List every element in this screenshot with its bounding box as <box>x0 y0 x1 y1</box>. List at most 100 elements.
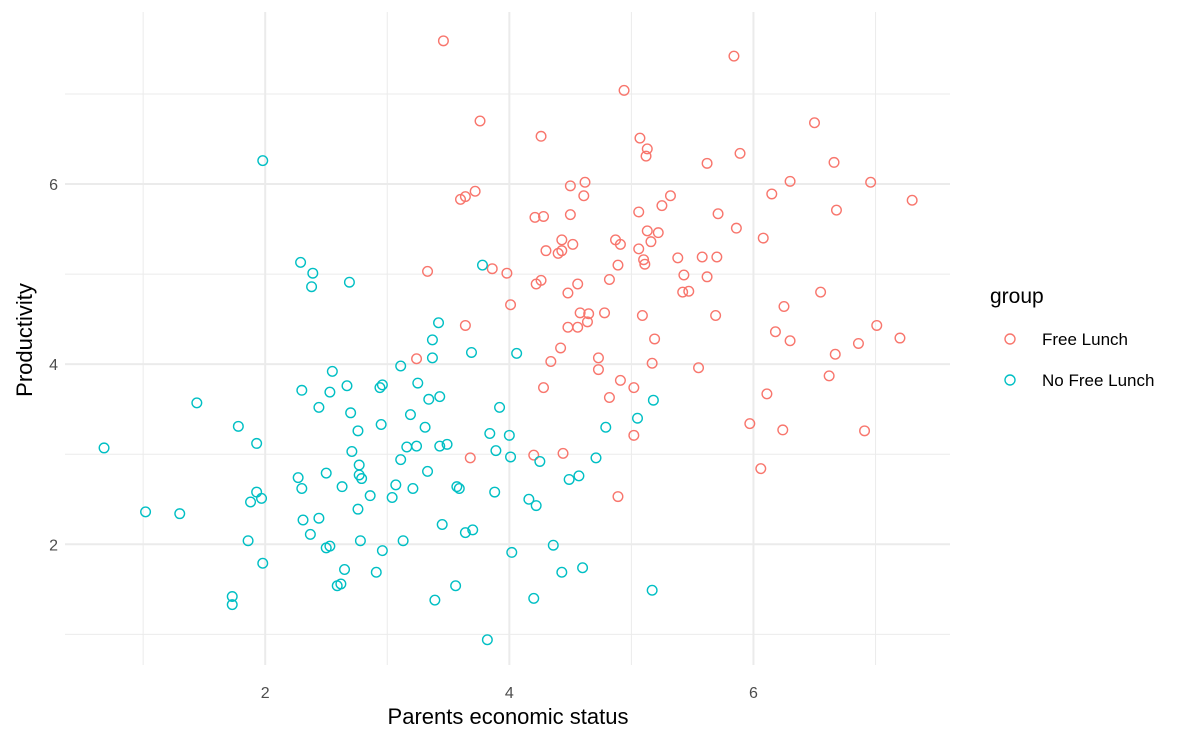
point-no-free-lunch <box>506 546 518 558</box>
point-no-free-lunch <box>140 506 152 518</box>
point-free-lunch <box>437 35 449 47</box>
point-no-free-lunch <box>503 429 515 441</box>
point-no-free-lunch <box>422 465 434 477</box>
point-free-lunch <box>784 175 796 187</box>
point-no-free-lunch <box>306 281 318 293</box>
point-no-free-lunch <box>523 493 535 505</box>
point-free-lunch <box>823 370 835 382</box>
point-no-free-lunch <box>534 455 546 467</box>
point-free-lunch <box>639 258 651 270</box>
point-no-free-lunch <box>600 421 612 433</box>
point-no-free-lunch <box>563 473 575 485</box>
point-free-lunch <box>712 208 724 220</box>
point-no-free-lunch <box>257 155 269 167</box>
point-no-free-lunch <box>577 562 589 574</box>
legend-key-no-free-lunch <box>1004 374 1016 386</box>
point-free-lunch <box>612 491 624 503</box>
legend-label-no-free-lunch: No Free Lunch <box>1042 371 1154 390</box>
point-free-lunch <box>830 204 842 216</box>
point-free-lunch <box>641 225 653 237</box>
legend-title: group <box>990 285 1044 308</box>
point-free-lunch <box>486 263 498 275</box>
point-no-free-lunch <box>423 393 435 405</box>
point-no-free-lunch <box>296 384 308 396</box>
point-no-free-lunch <box>494 401 506 413</box>
point-free-lunch <box>852 337 864 349</box>
point-no-free-lunch <box>426 352 438 364</box>
point-no-free-lunch <box>232 420 244 432</box>
point-no-free-lunch <box>395 360 407 372</box>
point-free-lunch <box>614 374 626 386</box>
point-no-free-lunch <box>556 566 568 578</box>
point-no-free-lunch <box>307 267 319 279</box>
point-free-lunch <box>538 382 550 394</box>
point-free-lunch <box>769 326 781 338</box>
legend-label-free-lunch: Free Lunch <box>1042 330 1128 349</box>
y-tick-label: 6 <box>49 177 58 194</box>
point-free-lunch <box>672 252 684 264</box>
point-free-lunch <box>815 286 827 298</box>
point-no-free-lunch <box>292 472 304 484</box>
point-free-lunch <box>545 355 557 367</box>
point-free-lunch <box>564 180 576 192</box>
point-no-free-lunch <box>313 512 325 524</box>
point-free-lunch <box>638 254 650 266</box>
point-no-free-lunch <box>356 473 368 485</box>
point-no-free-lunch <box>374 382 386 394</box>
point-no-free-lunch <box>467 524 479 536</box>
point-free-lunch <box>766 188 778 200</box>
point-free-lunch <box>599 307 611 319</box>
point-no-free-lunch <box>174 508 186 520</box>
point-free-lunch <box>711 251 723 263</box>
point-free-lunch <box>474 115 486 127</box>
point-no-free-lunch <box>573 470 585 482</box>
point-free-lunch <box>664 190 676 202</box>
point-free-lunch <box>614 238 626 250</box>
point-free-lunch <box>628 429 640 441</box>
point-no-free-lunch <box>390 479 402 491</box>
point-free-lunch <box>634 132 646 144</box>
point-no-free-lunch <box>257 557 269 569</box>
point-no-free-lunch <box>364 490 376 502</box>
point-no-free-lunch <box>354 535 366 547</box>
point-free-lunch <box>777 424 789 436</box>
point-no-free-lunch <box>441 438 453 450</box>
point-no-free-lunch <box>528 592 540 604</box>
point-no-free-lunch <box>434 391 446 403</box>
point-free-lunch <box>734 147 746 159</box>
point-free-lunch <box>636 310 648 322</box>
point-free-lunch <box>574 307 586 319</box>
point-free-lunch <box>656 200 668 212</box>
point-free-lunch <box>464 452 476 464</box>
legend-item-free-lunch: Free Lunch <box>1004 330 1128 349</box>
point-no-free-lunch <box>343 276 355 288</box>
point-no-free-lunch <box>326 365 338 377</box>
point-no-free-lunch <box>453 482 465 494</box>
point-no-free-lunch <box>450 580 462 592</box>
grid <box>65 12 950 665</box>
point-no-free-lunch <box>411 440 423 452</box>
point-free-lunch <box>784 335 796 347</box>
point-free-lunch <box>529 211 541 223</box>
point-free-lunch <box>572 278 584 290</box>
point-free-lunch <box>562 287 574 299</box>
point-no-free-lunch <box>481 634 493 646</box>
point-free-lunch <box>761 388 773 400</box>
point-no-free-lunch <box>296 482 308 494</box>
point-free-lunch <box>696 251 708 263</box>
point-no-free-lunch <box>98 442 110 454</box>
point-no-free-lunch <box>304 528 316 540</box>
point-free-lunch <box>649 333 661 345</box>
points <box>98 35 918 646</box>
point-no-free-lunch <box>412 377 424 389</box>
point-free-lunch <box>693 362 705 374</box>
point-free-lunch <box>640 150 652 162</box>
point-free-lunch <box>505 299 517 311</box>
point-no-free-lunch <box>433 317 445 329</box>
point-free-lunch <box>645 236 657 248</box>
point-free-lunch <box>829 348 841 360</box>
y-tick-label: 4 <box>49 357 58 374</box>
point-no-free-lunch <box>404 409 416 421</box>
point-free-lunch <box>592 364 604 376</box>
